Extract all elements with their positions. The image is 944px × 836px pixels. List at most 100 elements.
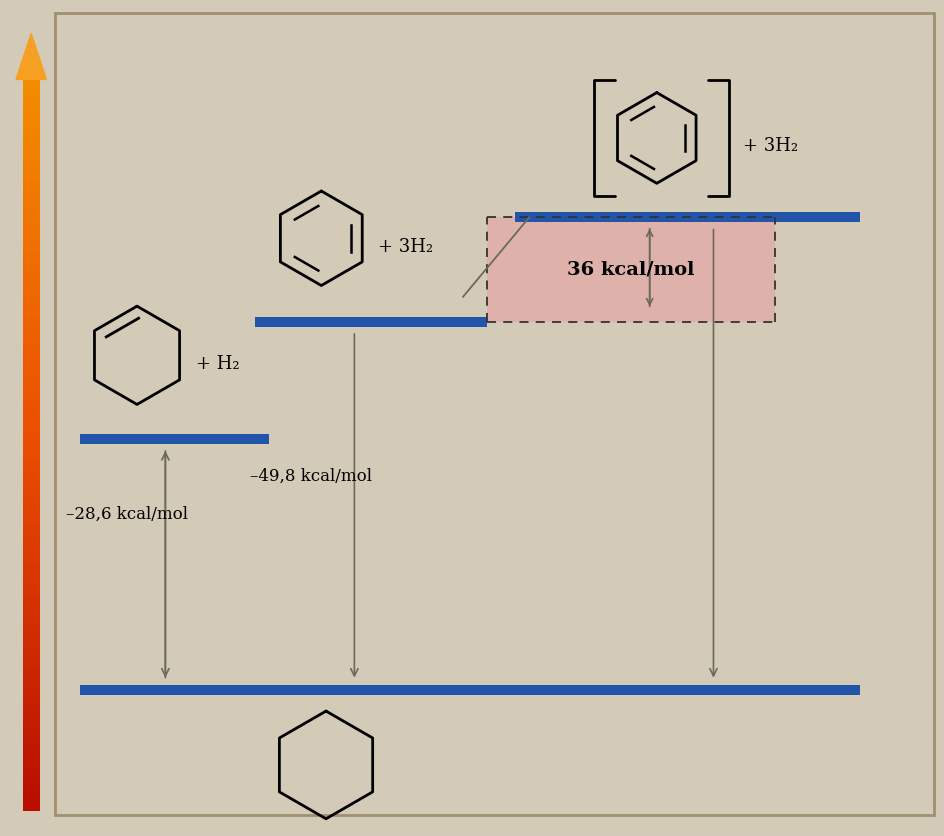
- Bar: [23, 749, 40, 752]
- Bar: [23, 562, 40, 566]
- Bar: [23, 420, 40, 423]
- Bar: [23, 603, 40, 606]
- Bar: [23, 492, 40, 497]
- Bar: [23, 691, 40, 694]
- Bar: [23, 639, 40, 643]
- Bar: [23, 609, 40, 614]
- Bar: [23, 405, 40, 409]
- Bar: [23, 182, 40, 186]
- Bar: [23, 156, 40, 160]
- Bar: [23, 299, 40, 303]
- Bar: [23, 380, 40, 383]
- Bar: [23, 482, 40, 486]
- Bar: [23, 533, 40, 537]
- Bar: [23, 160, 40, 164]
- Bar: [23, 350, 40, 354]
- Bar: [23, 390, 40, 394]
- Bar: [23, 332, 40, 335]
- Bar: [23, 317, 40, 321]
- Bar: [23, 196, 40, 200]
- Bar: [23, 255, 40, 258]
- Bar: [23, 346, 40, 350]
- Bar: [23, 375, 40, 380]
- Bar: [23, 709, 40, 712]
- Bar: [23, 606, 40, 609]
- Bar: [23, 98, 40, 101]
- Bar: [23, 675, 40, 679]
- Bar: [23, 643, 40, 646]
- Bar: [23, 295, 40, 299]
- Bar: [23, 628, 40, 632]
- Bar: [23, 361, 40, 364]
- Bar: [23, 580, 40, 584]
- Bar: [23, 460, 40, 463]
- Bar: [23, 212, 40, 215]
- Bar: [23, 712, 40, 716]
- Bar: [23, 752, 40, 756]
- Bar: [23, 167, 40, 171]
- Bar: [23, 456, 40, 460]
- Bar: [23, 595, 40, 599]
- Bar: [23, 679, 40, 683]
- Bar: [23, 683, 40, 686]
- Bar: [255, 317, 486, 327]
- Bar: [80, 685, 859, 695]
- Bar: [23, 90, 40, 94]
- Bar: [23, 518, 40, 522]
- Bar: [23, 431, 40, 434]
- Bar: [23, 372, 40, 375]
- Bar: [23, 218, 40, 222]
- Bar: [23, 303, 40, 306]
- Bar: [23, 537, 40, 540]
- Bar: [23, 130, 40, 135]
- Bar: [23, 592, 40, 595]
- Bar: [23, 686, 40, 691]
- Bar: [23, 258, 40, 263]
- Bar: [23, 720, 40, 723]
- Bar: [23, 650, 40, 654]
- Bar: [23, 412, 40, 416]
- Text: + H₂: + H₂: [195, 354, 239, 373]
- Bar: [23, 79, 40, 83]
- Bar: [23, 398, 40, 401]
- Bar: [23, 207, 40, 212]
- Bar: [23, 555, 40, 558]
- Bar: [23, 767, 40, 771]
- Bar: [486, 217, 774, 322]
- Bar: [23, 778, 40, 782]
- Bar: [23, 617, 40, 620]
- Bar: [23, 672, 40, 675]
- Bar: [23, 178, 40, 182]
- Bar: [23, 500, 40, 503]
- Bar: [23, 726, 40, 731]
- Bar: [23, 569, 40, 573]
- Bar: [23, 135, 40, 138]
- Bar: [23, 573, 40, 577]
- Bar: [23, 438, 40, 441]
- Bar: [23, 124, 40, 127]
- Bar: [23, 109, 40, 112]
- Bar: [23, 310, 40, 314]
- Bar: [23, 471, 40, 475]
- Bar: [23, 364, 40, 369]
- Text: –28,6 kcal/mol: –28,6 kcal/mol: [66, 506, 188, 522]
- Bar: [23, 716, 40, 720]
- Bar: [23, 522, 40, 526]
- Bar: [23, 189, 40, 193]
- Bar: [23, 394, 40, 398]
- Bar: [23, 668, 40, 672]
- Text: 36 kcal/mol: 36 kcal/mol: [566, 261, 694, 278]
- Bar: [80, 434, 269, 444]
- Bar: [23, 632, 40, 635]
- Bar: [23, 599, 40, 603]
- Bar: [23, 335, 40, 339]
- Bar: [23, 427, 40, 431]
- Bar: [23, 247, 40, 252]
- Bar: [23, 266, 40, 269]
- Bar: [23, 149, 40, 153]
- Bar: [23, 222, 40, 226]
- Bar: [23, 138, 40, 141]
- Bar: [23, 558, 40, 562]
- Bar: [23, 215, 40, 218]
- Bar: [23, 796, 40, 800]
